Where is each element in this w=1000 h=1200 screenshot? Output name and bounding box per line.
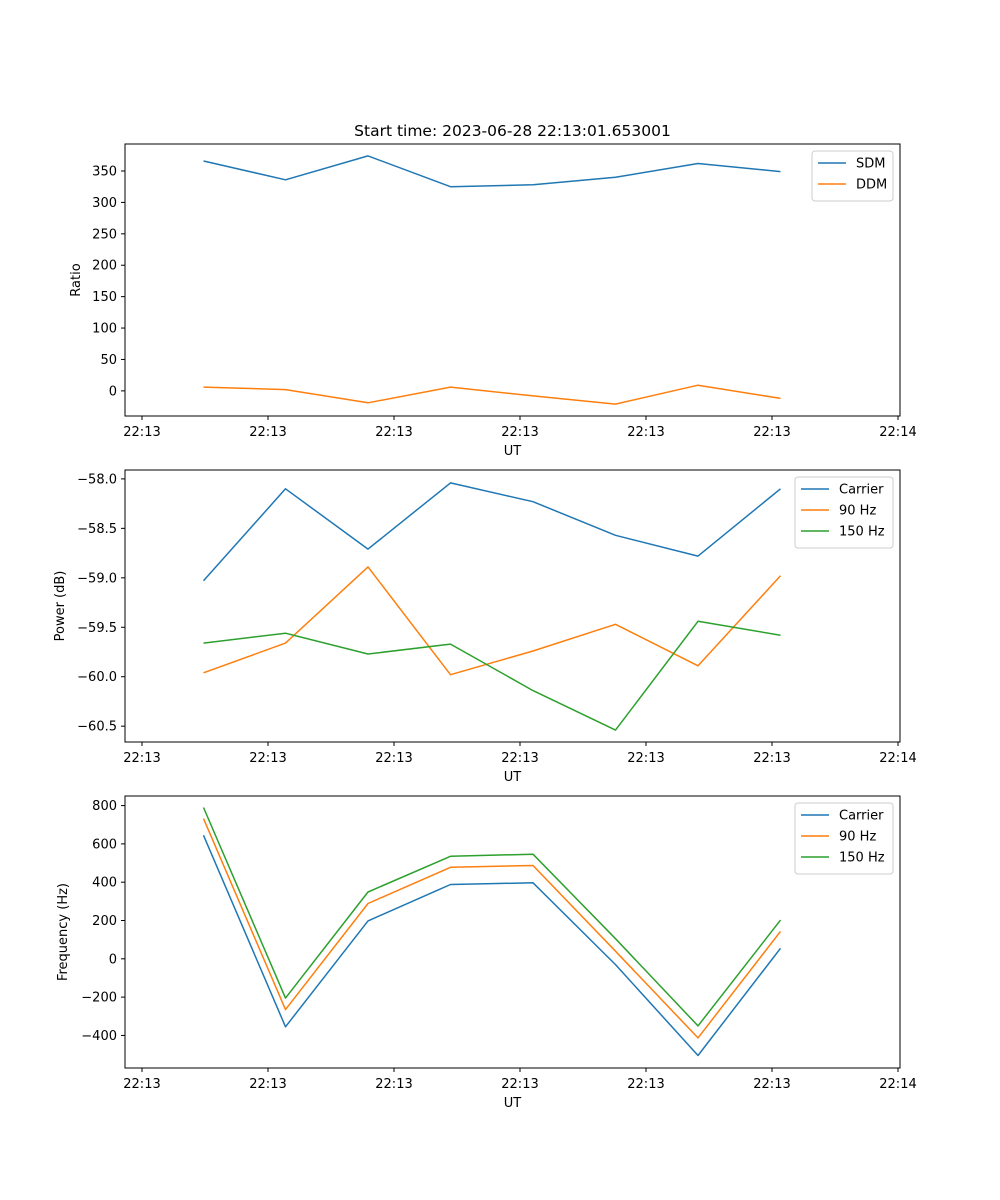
x-tick-label: 22:13 bbox=[375, 1077, 412, 1092]
chart-panel-3: 22:13 22:13 22:13 22:13 22:13 22:13 22:14 −400 −… bbox=[56, 795, 917, 1111]
legend-label: 90 Hz bbox=[839, 504, 876, 519]
x-tick-label: 22:13 bbox=[249, 425, 286, 440]
x-tick-label: 22:13 bbox=[501, 425, 538, 440]
x-tick-label: 22:13 bbox=[627, 751, 664, 766]
legend-label: 150 Hz bbox=[839, 525, 885, 540]
y-tick-label: −60.0 bbox=[77, 670, 117, 685]
series-line-90-hz bbox=[202, 818, 782, 1039]
x-tick-label: 22:13 bbox=[753, 425, 790, 440]
legend-label: Carrier bbox=[839, 809, 884, 824]
legend-label: DDM bbox=[856, 178, 887, 193]
y-tick-label: −58.5 bbox=[77, 522, 117, 537]
y-tick-label: 200 bbox=[92, 259, 117, 274]
y-tick-label: −59.5 bbox=[77, 621, 117, 636]
legend: Carrier 90 Hz 150 Hz bbox=[794, 802, 894, 875]
series-line-sdm bbox=[203, 155, 781, 188]
x-tick-label: 22:13 bbox=[627, 425, 664, 440]
series-line-90-hz bbox=[203, 566, 782, 676]
legend-label: 150 Hz bbox=[839, 851, 885, 866]
y-tick-label: 250 bbox=[92, 227, 117, 242]
x-axis-label: UT bbox=[504, 444, 522, 459]
y-tick-label: 600 bbox=[92, 837, 117, 852]
x-tick-label: 22:14 bbox=[879, 1077, 916, 1092]
x-tick-label: 22:13 bbox=[375, 425, 412, 440]
legend-label: 90 Hz bbox=[839, 830, 876, 845]
x-tick-label: 22:13 bbox=[375, 751, 412, 766]
figure-title: Start time: 2023-06-28 22:13:01.653001 bbox=[354, 122, 671, 140]
panels: 22:13 22:13 22:13 22:13 22:13 22:13 22:14 0 50 10… bbox=[53, 143, 917, 1111]
plot-area-frame bbox=[124, 143, 901, 417]
y-tick-label: 100 bbox=[92, 322, 117, 337]
legend-label: Carrier bbox=[839, 483, 884, 498]
series-line-ddm bbox=[203, 384, 781, 405]
x-tick-label: 22:13 bbox=[627, 1077, 664, 1092]
x-tick-label: 22:13 bbox=[753, 1077, 790, 1092]
y-tick-label: 300 bbox=[92, 196, 117, 211]
y-axis-label: Frequency (Hz) bbox=[56, 883, 71, 981]
x-tick-label: 22:13 bbox=[123, 425, 160, 440]
x-tick-label: 22:13 bbox=[249, 751, 286, 766]
y-tick-label: 200 bbox=[92, 914, 117, 929]
y-tick-label: −200 bbox=[81, 991, 117, 1006]
legend: SDM DDM bbox=[811, 150, 894, 202]
y-tick-label: −59.0 bbox=[77, 571, 117, 586]
x-tick-label: 22:13 bbox=[753, 751, 790, 766]
y-tick-label: 0 bbox=[109, 384, 117, 399]
x-axis-label: UT bbox=[504, 770, 522, 785]
series-line-carrier bbox=[202, 835, 782, 1057]
chart-panel-1: 22:13 22:13 22:13 22:13 22:13 22:13 22:14 0 50 10… bbox=[69, 143, 917, 459]
series-line-150-hz bbox=[203, 620, 781, 731]
legend-label: SDM bbox=[856, 157, 885, 172]
series-line-carrier bbox=[202, 482, 781, 582]
y-tick-label: 800 bbox=[92, 799, 117, 814]
y-tick-label: −60.5 bbox=[77, 720, 117, 735]
y-axis-label: Ratio bbox=[69, 263, 84, 296]
x-tick-label: 22:13 bbox=[123, 751, 160, 766]
y-tick-label: 350 bbox=[92, 165, 117, 180]
y-tick-label: 150 bbox=[92, 290, 117, 305]
x-tick-label: 22:14 bbox=[879, 425, 916, 440]
plot-area-frame bbox=[124, 469, 901, 743]
y-tick-label: −58.0 bbox=[77, 472, 117, 487]
x-tick-label: 22:13 bbox=[501, 1077, 538, 1092]
x-tick-label: 22:13 bbox=[123, 1077, 160, 1092]
y-tick-label: 0 bbox=[109, 952, 117, 967]
y-tick-label: 50 bbox=[100, 353, 117, 368]
y-tick-label: −400 bbox=[81, 1029, 117, 1044]
x-tick-label: 22:13 bbox=[501, 751, 538, 766]
x-axis-label: UT bbox=[504, 1096, 522, 1111]
chart-panel-2: 22:13 22:13 22:13 22:13 22:13 22:13 22:14 −60.5… bbox=[53, 469, 917, 785]
legend: Carrier 90 Hz 150 Hz bbox=[794, 476, 894, 549]
y-tick-label: 400 bbox=[92, 876, 117, 891]
x-tick-label: 22:13 bbox=[249, 1077, 286, 1092]
series-line-150-hz bbox=[202, 807, 782, 1027]
y-axis-label: Power (dB) bbox=[53, 571, 68, 642]
plot-area-frame bbox=[124, 795, 901, 1069]
x-tick-label: 22:14 bbox=[879, 751, 916, 766]
